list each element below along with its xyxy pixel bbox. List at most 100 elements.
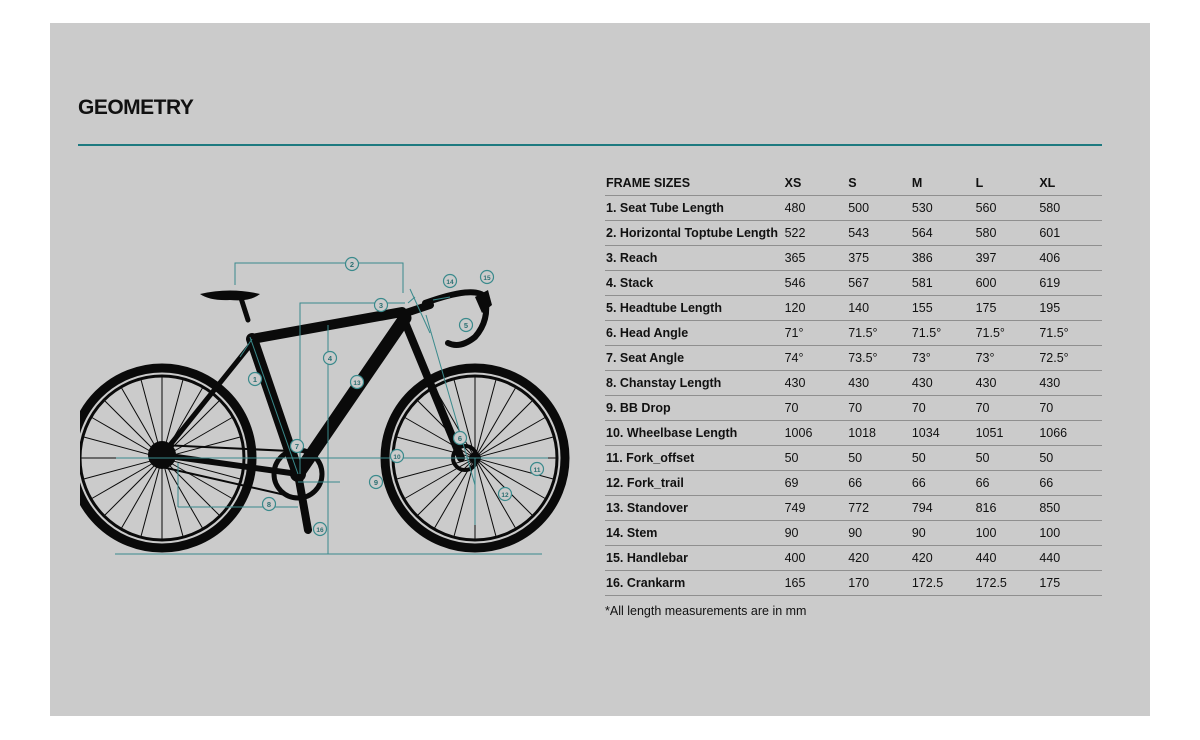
row-label: 6. Head Angle <box>605 320 784 346</box>
cell-value: 430 <box>974 370 1039 396</box>
header-size-m: M <box>910 171 975 196</box>
marker-2: 2 <box>344 256 360 272</box>
table-row: 5. Headtube Length 120 140 155 175 195 <box>605 295 1102 321</box>
cell-value: 69 <box>783 470 848 496</box>
row-label: 13. Standover <box>605 495 784 521</box>
cell-value: 71.5° <box>974 320 1039 346</box>
header-size-xl: XL <box>1038 171 1102 196</box>
cell-value: 73° <box>910 345 975 371</box>
row-label: 9. BB Drop <box>605 395 784 421</box>
row-label: 8. Chanstay Length <box>605 370 784 396</box>
cell-value: 170 <box>847 570 911 596</box>
marker-label: 14 <box>446 279 454 286</box>
cell-value: 397 <box>974 245 1039 271</box>
geometry-table: FRAME SIZES XS S M L XL 1. Seat Tube Len… <box>605 171 1102 596</box>
marker-label: 6 <box>458 434 462 443</box>
cell-value: 70 <box>910 395 975 421</box>
cell-value: 420 <box>910 545 975 571</box>
cell-value: 1006 <box>783 420 848 446</box>
cell-value: 619 <box>1038 270 1102 296</box>
table-row: 15. Handlebar 400 420 420 440 440 <box>605 545 1102 571</box>
row-label: 4. Stack <box>605 270 784 296</box>
cell-value: 71° <box>783 320 848 346</box>
marker-label: 3 <box>379 301 383 310</box>
title-divider <box>78 144 1102 146</box>
table-row: 3. Reach 365 375 386 397 406 <box>605 245 1102 271</box>
row-label: 10. Wheelbase Length <box>605 420 784 446</box>
row-label: 15. Handlebar <box>605 545 784 571</box>
cell-value: 386 <box>910 245 975 271</box>
marker-6: 6 <box>452 430 468 446</box>
cell-value: 430 <box>910 370 975 396</box>
cell-value: 772 <box>847 495 911 521</box>
cell-value: 175 <box>1038 570 1102 596</box>
geometry-table-body: 1. Seat Tube Length 480 500 530 560 580 2. Hor… <box>605 195 1102 596</box>
marker-label: 9 <box>374 478 378 487</box>
marker-14: 14 <box>442 273 458 289</box>
cell-value: 90 <box>910 520 975 546</box>
cell-value: 564 <box>910 220 975 246</box>
cell-value: 1034 <box>910 420 975 446</box>
header-size-xs: XS <box>783 171 848 196</box>
cell-value: 70 <box>783 395 848 421</box>
cell-value: 375 <box>847 245 911 271</box>
marker-16: 16 <box>312 521 328 537</box>
cell-value: 73.5° <box>847 345 911 371</box>
table-row: 13. Standover 749 772 794 816 850 <box>605 495 1102 521</box>
table-row: 7. Seat Angle 74° 73.5° 73° 73° 72.5° <box>605 345 1102 371</box>
table-row: 16. Crankarm 165 170 172.5 172.5 175 <box>605 570 1102 596</box>
marker-label: 13 <box>353 380 361 387</box>
header-size-s: S <box>847 171 911 196</box>
cell-value: 175 <box>974 295 1039 321</box>
cell-value: 172.5 <box>910 570 975 596</box>
cell-value: 1051 <box>974 420 1039 446</box>
cell-value: 440 <box>1038 545 1102 571</box>
cell-value: 195 <box>1038 295 1102 321</box>
cell-value: 155 <box>910 295 975 321</box>
row-label: 2. Horizontal Toptube Length <box>605 220 784 246</box>
cell-value: 71.5° <box>910 320 975 346</box>
cell-value: 66 <box>910 470 975 496</box>
marker-11: 11 <box>529 461 545 477</box>
marker-label: 12 <box>501 492 509 499</box>
geometry-panel: GEOMETRY <box>50 23 1150 716</box>
cell-value: 1066 <box>1038 420 1102 446</box>
marker-15: 15 <box>479 269 495 285</box>
marker-label: 1 <box>253 375 257 384</box>
cell-value: 120 <box>783 295 848 321</box>
table-header-row: FRAME SIZES XS S M L XL <box>605 171 1102 196</box>
cell-value: 580 <box>974 220 1039 246</box>
marker-3: 3 <box>373 297 389 313</box>
marker-9: 9 <box>368 474 384 490</box>
marker-label: 11 <box>534 467 541 474</box>
cell-value: 1018 <box>847 420 911 446</box>
cell-value: 70 <box>974 395 1039 421</box>
row-label: 1. Seat Tube Length <box>605 195 784 221</box>
marker-1: 1 <box>247 371 263 387</box>
cell-value: 543 <box>847 220 911 246</box>
chain-top <box>161 444 291 452</box>
cell-value: 480 <box>783 195 848 221</box>
cell-value: 430 <box>1038 370 1102 396</box>
table-row: 2. Horizontal Toptube Length 522 543 564 580… <box>605 220 1102 246</box>
cell-value: 72.5° <box>1038 345 1102 371</box>
cell-value: 522 <box>783 220 848 246</box>
marker-label: 8 <box>267 500 271 509</box>
table-row: 1. Seat Tube Length 480 500 530 560 580 <box>605 195 1102 221</box>
marker-label: 15 <box>483 275 491 282</box>
measurement-lines <box>116 262 548 554</box>
marker-label: 16 <box>316 527 324 534</box>
marker-label: 5 <box>464 321 468 330</box>
marker-7: 7 <box>289 438 305 454</box>
marker-12: 12 <box>497 486 513 502</box>
row-label: 11. Fork_offset <box>605 445 784 471</box>
table-row: 11. Fork_offset 50 50 50 50 50 <box>605 445 1102 471</box>
cell-value: 794 <box>910 495 975 521</box>
cell-value: 90 <box>783 520 848 546</box>
cell-value: 100 <box>974 520 1039 546</box>
front-wheel-icon <box>380 363 570 553</box>
cell-value: 560 <box>974 195 1039 221</box>
cell-value: 500 <box>847 195 911 221</box>
marker-label: 10 <box>393 454 401 461</box>
